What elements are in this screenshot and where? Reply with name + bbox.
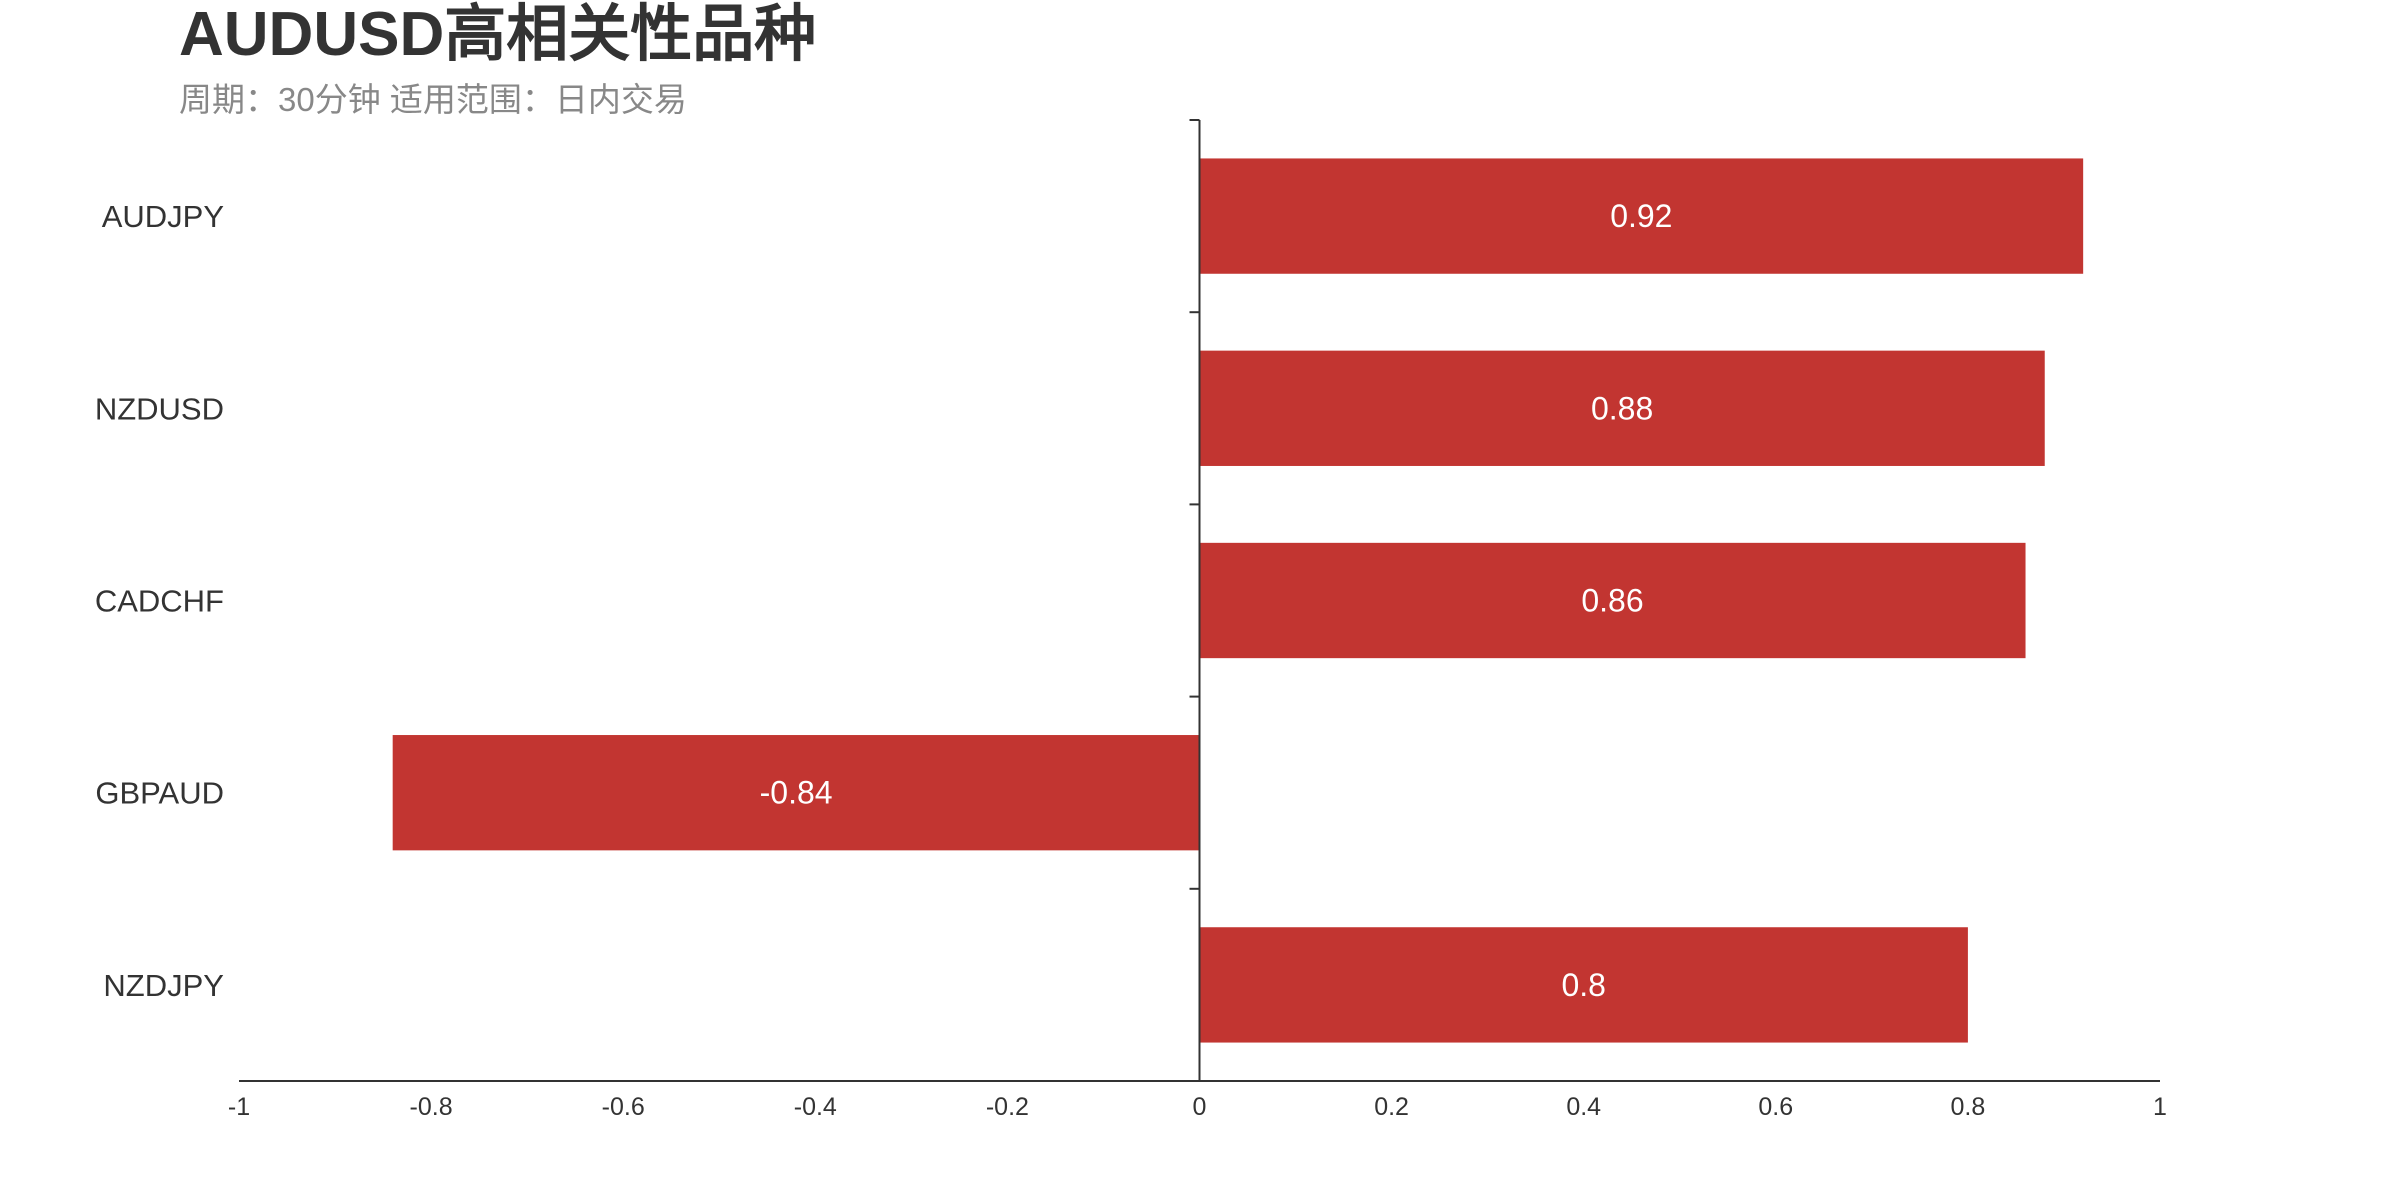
x-tick-label: 0.2	[1374, 1093, 1409, 1121]
category-label: NZDUSD	[95, 391, 224, 426]
bar-audjpy[interactable]	[1199, 158, 2084, 274]
bar-nzdjpy[interactable]	[1199, 927, 1968, 1043]
chart-subtitle: 周期：30分钟 适用范围：日内交易	[179, 81, 687, 118]
bar-cadchf[interactable]	[1199, 542, 2026, 659]
x-tick-label: 0.4	[1566, 1093, 1601, 1121]
data-label: 0.92	[1610, 198, 1672, 234]
x-tick-label: -0.2	[986, 1093, 1029, 1121]
x-tick-label: -0.8	[410, 1093, 453, 1121]
x-tick-label: 1	[2153, 1093, 2167, 1121]
x-tick-label: -1	[228, 1093, 250, 1121]
x-tick-label: 0	[1193, 1093, 1207, 1121]
category-label: CADCHF	[95, 584, 224, 619]
category-label: GBPAUD	[95, 776, 224, 811]
data-label: 0.8	[1561, 967, 1605, 1003]
data-label: -0.84	[760, 775, 833, 811]
data-label: 0.88	[1591, 390, 1653, 426]
bar-nzdusd[interactable]	[1199, 350, 2045, 466]
x-tick-label: 0.8	[1951, 1093, 1986, 1121]
chart-title: AUDUSD高相关性品种	[179, 0, 816, 69]
data-label: 0.86	[1581, 583, 1643, 619]
category-label: NZDJPY	[103, 968, 224, 1003]
x-tick-label: -0.4	[794, 1093, 837, 1121]
x-tick-label: 0.6	[1758, 1093, 1793, 1121]
category-label: AUDJPY	[102, 199, 224, 234]
bar-gbpaud[interactable]	[392, 735, 1200, 851]
x-tick-label: -0.6	[602, 1093, 645, 1121]
